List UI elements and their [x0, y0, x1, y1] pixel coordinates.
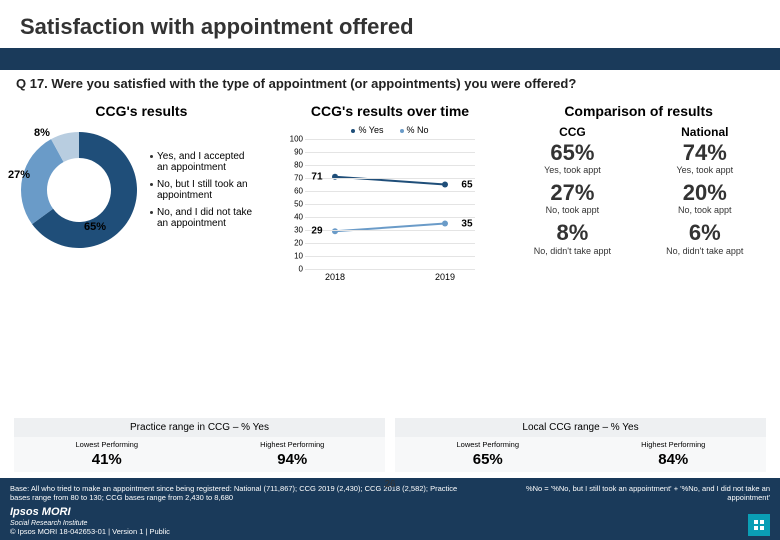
comparison-head: CCG: [511, 125, 633, 139]
donut-legend-item: Yes, and I accepted an appointment: [150, 151, 257, 173]
gridline: [305, 165, 475, 166]
ipsos-logo: Ipsos MORI: [10, 506, 71, 518]
gridline: [305, 243, 475, 244]
comparison-value: 65%: [511, 141, 633, 165]
comparison-sub: No, didn't take appt: [644, 246, 766, 256]
donut-label: 27%: [8, 169, 30, 181]
y-tick: 70: [285, 174, 303, 183]
donut-legend: Yes, and I accepted an appointment No, bu…: [150, 151, 257, 229]
range-block: Local CCG range – % YesLowest Performing…: [395, 418, 766, 472]
gridline: [305, 178, 475, 179]
donut-label: 8%: [34, 127, 50, 139]
x-tick: 2018: [325, 272, 345, 282]
comparison-table: CCG65%Yes, took appt27%No, took appt8%No…: [511, 125, 766, 262]
page-title: Satisfaction with appointment offered: [0, 0, 780, 48]
comparison-value: 74%: [644, 141, 766, 165]
y-tick: 20: [285, 239, 303, 248]
col-title-left: CCG's results: [14, 103, 269, 119]
ipsos-box-icon: [748, 514, 770, 536]
donut-segment: [21, 139, 64, 224]
line-legend: % Yes % No: [275, 125, 505, 135]
col-title-right: Comparison of results: [511, 103, 766, 119]
question-text: Q 17. Were you satisfied with the type o…: [0, 70, 780, 97]
footer-base: Base: All who tried to make an appointme…: [10, 484, 465, 502]
gridline: [305, 152, 475, 153]
gridline: [305, 204, 475, 205]
y-tick: 90: [285, 148, 303, 157]
gridline: [305, 256, 475, 257]
comparison-sub: Yes, took appt: [511, 165, 633, 175]
donut-chart: 65%27%8%: [14, 125, 144, 255]
gridline: [305, 139, 475, 140]
main-content: CCG's results 65%27%8% Yes, and I accept…: [0, 97, 780, 418]
col-donut: CCG's results 65%27%8% Yes, and I accept…: [14, 103, 269, 414]
title-bar: [0, 48, 780, 70]
comparison-sub: Yes, took appt: [644, 165, 766, 175]
page-number: 26: [384, 479, 395, 490]
range-cell: Highest Performing84%: [581, 437, 767, 472]
comparison-value: 8%: [511, 221, 633, 245]
comparison-col: National 74%Yes, took appt 20%No, took app…: [644, 125, 766, 262]
comparison-sub: No, took appt: [511, 205, 633, 215]
comparison-col: CCG 65%Yes, took appt 27%No, took appt 8%No…: [511, 125, 633, 262]
donut-legend-item: No, but I still took an appointment: [150, 179, 257, 201]
comparison-sub: No, took appt: [644, 205, 766, 215]
gridline: [305, 230, 475, 231]
col-title-mid: CCG's results over time: [275, 103, 505, 119]
gridline: [305, 191, 475, 192]
col-line: CCG's results over time % Yes % No 0 10 20 3…: [275, 103, 505, 414]
y-tick: 50: [285, 200, 303, 209]
y-tick: 10: [285, 252, 303, 261]
line-legend-item: % Yes: [351, 125, 383, 135]
y-tick: 80: [285, 161, 303, 170]
point-label: 35: [461, 218, 472, 229]
line-chart: 01020304050607080901007165293520182019: [285, 139, 495, 289]
line-point: [442, 182, 448, 188]
range-head: Local CCG range – % Yes: [395, 418, 766, 437]
comparison-sub: No, didn't take appt: [511, 246, 633, 256]
point-label: 65: [461, 179, 472, 190]
range-head: Practice range in CCG – % Yes: [14, 418, 385, 437]
y-tick: 100: [285, 135, 303, 144]
point-label: 71: [311, 171, 322, 182]
y-tick: 60: [285, 187, 303, 196]
x-tick: 2019: [435, 272, 455, 282]
gridline: [305, 217, 475, 218]
comparison-value: 6%: [644, 221, 766, 245]
range-block: Practice range in CCG – % YesLowest Perf…: [14, 418, 385, 472]
ranges-row: Practice range in CCG – % YesLowest Perf…: [0, 418, 780, 478]
donut-legend-item: No, and I did not take an appointment: [150, 207, 257, 229]
col-comparison: Comparison of results CCG65%Yes, took ap…: [511, 103, 766, 414]
line-point: [442, 221, 448, 227]
y-tick: 30: [285, 226, 303, 235]
ipsos-sub: Social Research Institute: [10, 520, 87, 527]
comparison-head: National: [644, 125, 766, 139]
y-tick: 40: [285, 213, 303, 222]
y-tick: 0: [285, 265, 303, 274]
footer-copyright: © Ipsos MORI 18-042653-01 | Version 1 | …: [10, 527, 170, 536]
donut-label: 65%: [84, 221, 106, 233]
range-cell: Highest Performing94%: [200, 437, 386, 472]
comparison-value: 20%: [644, 181, 766, 205]
footer-note: %No = '%No, but I still took an appointm…: [485, 484, 770, 502]
range-cell: Lowest Performing41%: [14, 437, 200, 472]
comparison-value: 27%: [511, 181, 633, 205]
range-cell: Lowest Performing65%: [395, 437, 581, 472]
point-label: 29: [311, 226, 322, 237]
gridline: [305, 269, 475, 270]
line-legend-item: % No: [400, 125, 429, 135]
